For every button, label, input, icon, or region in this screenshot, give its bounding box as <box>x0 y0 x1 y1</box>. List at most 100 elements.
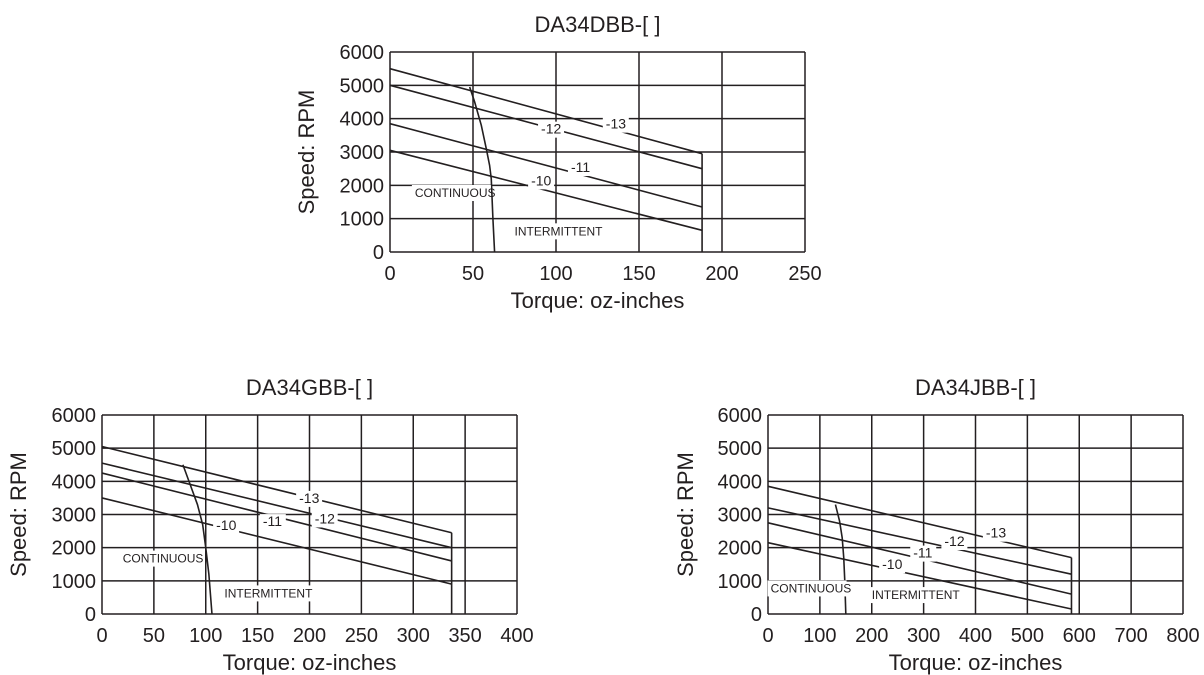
x-tick-label: 350 <box>448 625 481 647</box>
y-tick-label: 6000 <box>718 405 763 427</box>
x-axis-label: Torque: oz-inches <box>889 650 1063 675</box>
y-tick-label: 0 <box>85 604 96 626</box>
x-axis-label: Torque: oz-inches <box>223 650 397 675</box>
y-tick-label: 1000 <box>718 571 763 593</box>
x-tick-label: 700 <box>1114 625 1147 647</box>
y-tick-label: 4000 <box>340 109 385 131</box>
series-label: -13 <box>299 490 319 506</box>
y-tick-label: 1000 <box>340 209 385 231</box>
chart-da34gbb: DA34GBB-[ ]0 50 100 150 200 250 300 350 40001000… <box>6 375 534 675</box>
series-label: -10 <box>216 517 236 533</box>
chart-title: DA34GBB-[ ] <box>246 375 373 400</box>
region-label-background <box>767 580 847 597</box>
y-tick-label: 2000 <box>718 538 763 560</box>
x-tick-label: 300 <box>397 625 430 647</box>
region-label: CONTINUOUS <box>415 186 496 200</box>
series-label-background <box>296 490 323 507</box>
x-tick-label: 150 <box>241 625 274 647</box>
series-label-background <box>602 116 629 133</box>
region-label-background <box>511 223 606 240</box>
series-label: -11 <box>263 513 282 529</box>
series-label-background <box>311 511 338 528</box>
y-tick-label: 3000 <box>718 505 763 527</box>
series-line-n12 <box>767 507 1072 575</box>
series-label: -13 <box>606 116 626 132</box>
x-tick-label: 0 <box>384 263 395 285</box>
x-tick-label: 100 <box>803 625 836 647</box>
region-label: INTERMITTENT <box>224 586 313 600</box>
series-line-n13 <box>389 67 703 155</box>
y-axis-label: Speed: RPM <box>6 452 31 577</box>
chart-title: DA34DBB-[ ] <box>535 12 661 37</box>
series-line-n10 <box>767 541 1072 610</box>
region-label: CONTINUOUS <box>771 581 852 595</box>
y-tick-label: 0 <box>751 604 762 626</box>
x-tick-label: 400 <box>500 625 533 647</box>
x-tick-label: 800 <box>1166 625 1199 647</box>
series-label-background <box>941 534 968 551</box>
region-label-background <box>411 185 491 201</box>
series-label: -12 <box>541 121 561 137</box>
region-label: CONTINUOUS <box>123 552 204 566</box>
y-tick-label: 5000 <box>52 438 97 460</box>
series-label: -11 <box>913 545 932 561</box>
series-label-background <box>528 173 555 190</box>
series-line-n12 <box>101 462 452 549</box>
series-line-n13 <box>101 445 452 534</box>
region-label-background <box>119 550 199 567</box>
series-line-n10 <box>101 497 452 585</box>
y-tick-label: 2000 <box>340 175 385 197</box>
x-tick-label: 150 <box>622 263 655 285</box>
series-line-n11 <box>389 122 703 208</box>
x-tick-label: 200 <box>855 625 888 647</box>
x-tick-label: 600 <box>1063 625 1096 647</box>
series-label-background <box>213 518 240 535</box>
y-tick-label: 0 <box>373 242 384 264</box>
y-tick-label: 6000 <box>340 42 385 64</box>
y-tick-label: 6000 <box>52 405 97 427</box>
series-label-background <box>982 525 1009 542</box>
x-tick-label: 0 <box>96 625 107 647</box>
x-tick-label: 100 <box>189 625 222 647</box>
series-label-background <box>259 514 286 531</box>
y-tick-label: 5000 <box>340 75 385 97</box>
x-tick-label: 250 <box>345 625 378 647</box>
x-tick-label: 200 <box>705 263 738 285</box>
y-tick-label: 5000 <box>718 438 763 460</box>
y-tick-label: 4000 <box>52 471 97 493</box>
series-label-background <box>910 545 937 562</box>
series-label: -12 <box>315 510 335 526</box>
series-label: -13 <box>986 525 1006 541</box>
x-tick-label: 200 <box>293 625 326 647</box>
series-label: -10 <box>882 556 902 572</box>
chart-title: DA34JBB-[ ] <box>915 375 1036 400</box>
x-tick-label: 100 <box>539 263 572 285</box>
series-label-background <box>567 160 594 176</box>
x-tick-label: 0 <box>762 625 773 647</box>
x-tick-label: 300 <box>907 625 940 647</box>
series-line-n13 <box>767 485 1072 559</box>
series-label: -10 <box>531 172 551 188</box>
x-tick-label: 500 <box>1011 625 1044 647</box>
y-tick-label: 1000 <box>52 571 97 593</box>
series-label-background <box>879 557 906 574</box>
region-label-background <box>868 587 963 604</box>
series-line-n10 <box>389 149 703 232</box>
series-label: -11 <box>571 159 590 175</box>
y-tick-label: 3000 <box>52 505 97 527</box>
continuous-boundary-curve <box>468 86 496 253</box>
x-tick-label: 250 <box>788 263 821 285</box>
chart-da34dbb: DA34DBB-[ ] 0 50 100 150 200 250 0 1000 2000 3000 4… <box>294 12 822 313</box>
x-tick-label: 400 <box>959 625 992 647</box>
y-axis-label: Speed: RPM <box>673 452 698 577</box>
continuous-boundary-curve <box>182 464 213 615</box>
series-label: -12 <box>944 533 964 549</box>
y-tick-label: 2000 <box>52 538 97 560</box>
chart-da34jbb: DA34JBB-[ ] 0 100 200 300 400 500 600 700 800 0 100… <box>673 375 1200 675</box>
region-label: INTERMITTENT <box>872 588 961 602</box>
y-axis-label: Speed: RPM <box>294 90 319 215</box>
region-label-background <box>221 585 316 602</box>
region-label: INTERMITTENT <box>515 224 604 238</box>
y-tick-label: 4000 <box>718 471 763 493</box>
